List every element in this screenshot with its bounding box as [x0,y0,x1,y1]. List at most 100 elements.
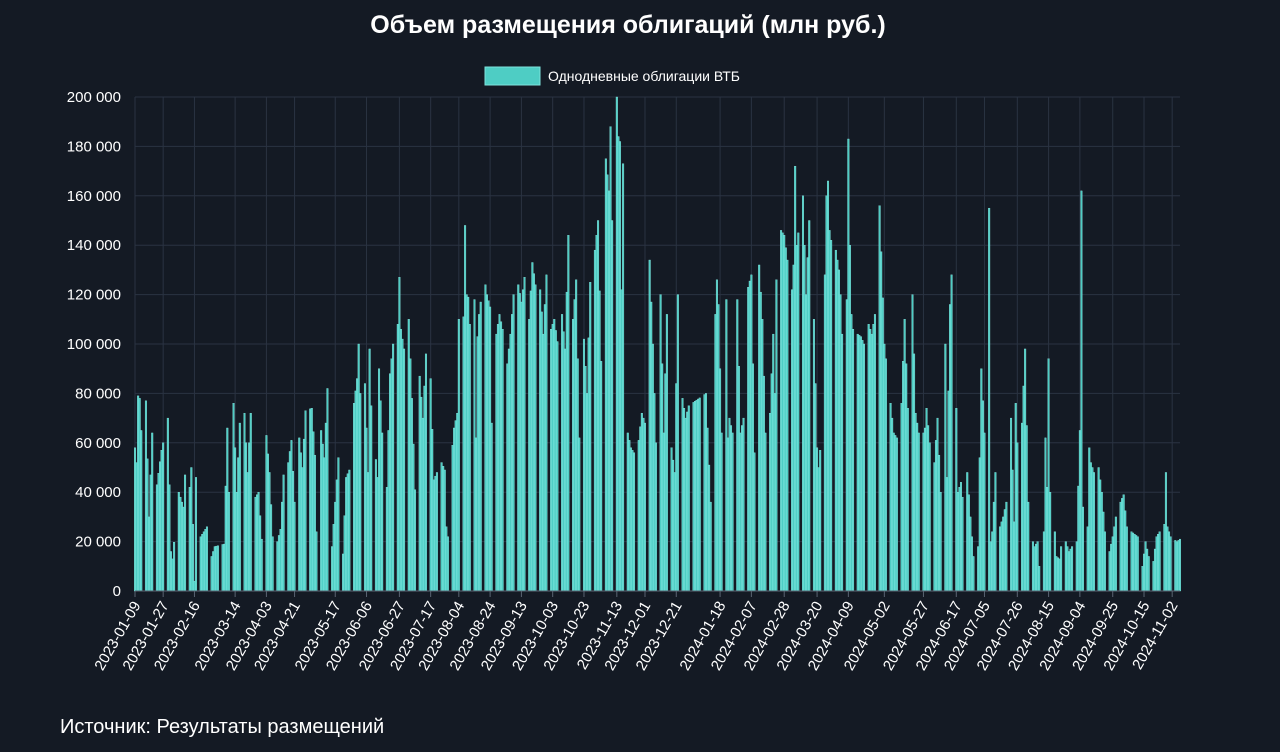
bar [432,479,435,592]
bar [1049,492,1052,592]
bar [783,235,786,592]
bar [715,279,718,592]
bar [556,341,559,592]
bar [836,259,839,592]
bar [958,487,961,592]
bar [850,314,853,592]
bar [694,401,697,592]
bar [160,450,163,592]
bar [709,501,712,592]
bar [429,378,432,592]
bar [332,524,335,592]
bar [1011,469,1014,592]
bar [1044,437,1047,592]
bar [479,301,482,592]
bar [1060,546,1063,592]
bar [1086,526,1089,592]
bar [511,314,514,592]
bar [830,240,833,592]
bar [750,274,753,592]
bar [324,422,327,592]
bar [753,452,756,592]
bar [407,319,410,592]
bar [257,492,260,592]
bar [582,338,585,592]
bar [969,516,972,592]
bar [421,417,424,592]
bar [496,324,499,592]
bar [654,442,657,592]
bar [392,343,395,592]
bar [335,479,338,592]
bar [633,452,636,592]
bar [501,329,504,592]
bar [561,314,564,592]
bar [697,398,700,592]
bar [600,361,603,592]
bar [277,535,280,592]
bar [643,422,646,592]
bar [575,279,578,592]
bar [199,536,202,592]
bar [764,432,767,592]
bar [1103,531,1106,592]
bar [293,501,296,592]
bar [532,273,535,592]
source-note: Источник: Результаты размещений [60,716,385,738]
bar [348,469,351,592]
bar [825,195,828,592]
bar [446,536,449,592]
bar [928,442,931,592]
bar [468,324,471,592]
bar [282,474,285,592]
bar [518,293,521,592]
bar [1125,526,1128,592]
bar [370,405,373,592]
bar [672,459,675,592]
bar [227,492,230,592]
bar [742,417,745,592]
bar [1155,536,1158,592]
bar [988,207,991,592]
bar [304,410,307,592]
bar [841,333,844,592]
y-tick-label: 140 000 [67,237,121,254]
y-tick-label: 180 000 [67,138,121,155]
bar [916,422,919,592]
bar [861,340,864,592]
bar [343,515,346,592]
bar [403,348,406,592]
bar [611,220,614,592]
bar [353,403,356,592]
bar [550,329,553,592]
bar [1102,511,1105,592]
bar-chart: Объем размещения облигаций (млн руб.) Одн… [67,11,1182,673]
legend-swatch [484,66,541,86]
bar [299,452,302,592]
bar [512,294,515,592]
bar [944,343,947,592]
bar [719,368,722,592]
bar [534,284,537,592]
bar [708,464,711,592]
bar [1038,566,1041,592]
bar [772,333,775,592]
bar [1169,536,1172,592]
bar [1082,506,1085,592]
y-tick-label: 80 000 [75,385,121,402]
bar [168,484,171,592]
bar [182,506,185,592]
bar [604,158,607,592]
bar [443,469,446,592]
bar [539,289,542,592]
bar [891,417,894,592]
bar [424,353,427,592]
bar [216,545,219,592]
bar [939,492,942,592]
bar [927,425,930,592]
bar [135,462,138,592]
bar [730,425,733,592]
bar [675,383,678,592]
bar [676,294,679,592]
bar [589,282,592,592]
